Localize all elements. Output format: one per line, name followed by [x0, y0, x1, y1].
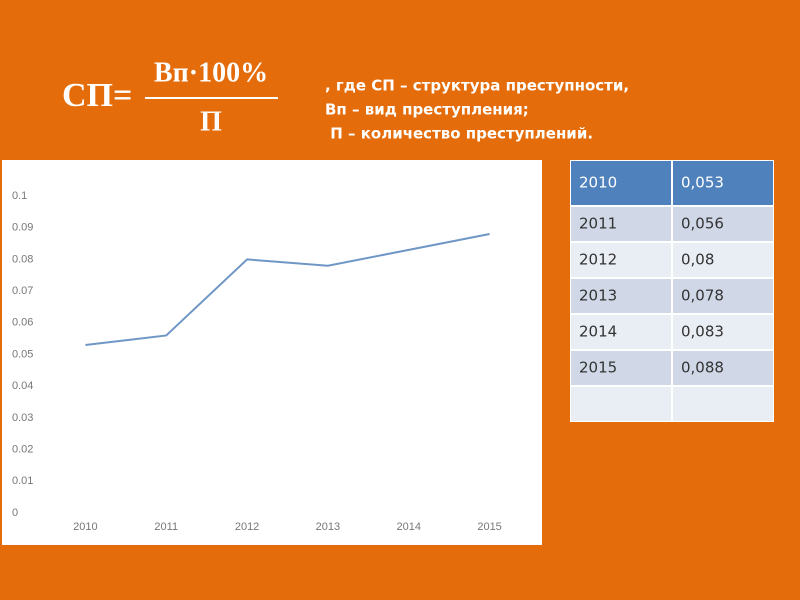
table-cell-text: 0,08: [681, 251, 714, 269]
table-cell-text: 2015: [579, 359, 617, 377]
table-cell-text: 0,083: [681, 323, 724, 341]
formula-numerator: Вп·100%: [154, 57, 268, 88]
data-line: [85, 233, 490, 346]
table-cell-text: 2012: [579, 251, 617, 269]
table-cell: [571, 315, 671, 349]
table-cell-text: 0,053: [681, 174, 724, 192]
y-tick-label: 0.01: [12, 475, 33, 487]
y-tick-label: 0.06: [12, 317, 33, 329]
table-cell: [571, 207, 671, 241]
x-tick-label: 2014: [397, 521, 421, 533]
x-tick-label: 2012: [235, 521, 259, 533]
table-cell-text: 0,078: [681, 287, 724, 305]
table-cell-text: 2011: [579, 215, 617, 233]
table-cell: [571, 279, 671, 313]
description-line: , где СП – структура преступности,: [325, 77, 629, 95]
x-tick-label: 2013: [316, 521, 340, 533]
table-cell-text: 2014: [579, 323, 617, 341]
table-cell: [571, 243, 671, 277]
x-tick-label: 2010: [73, 521, 97, 533]
table-cell: [673, 243, 773, 277]
table-cell-text: 2013: [579, 287, 617, 305]
y-tick-label: 0.03: [12, 412, 33, 424]
y-tick-label: 0: [12, 507, 18, 519]
table-cell: [673, 207, 773, 241]
table-cell: [673, 279, 773, 313]
table-cell: [673, 351, 773, 385]
table-cell: [571, 351, 671, 385]
y-tick-label: 0.04: [12, 380, 33, 392]
y-tick-label: 0.09: [12, 222, 33, 234]
table-cell: [673, 387, 773, 421]
description-line: П – количество преступлений.: [325, 125, 593, 143]
table-cell: [571, 161, 671, 205]
table-cell: [673, 315, 773, 349]
formula-denominator: П: [200, 106, 222, 137]
x-tick-label: 2011: [154, 521, 178, 533]
y-tick-label: 0.1: [12, 190, 27, 202]
table-cell-text: 2010: [579, 174, 617, 192]
y-tick-label: 0.05: [12, 348, 33, 360]
y-tick-label: 0.08: [12, 253, 33, 265]
table-cell: [673, 161, 773, 205]
x-tick-label: 2015: [477, 521, 501, 533]
chart-area: [2, 160, 542, 545]
table-cell: [571, 387, 671, 421]
table-cell-text: 0,056: [681, 215, 724, 233]
y-tick-label: 0.02: [12, 444, 33, 456]
y-tick-label: 0.07: [12, 285, 33, 297]
formula-left: СП=: [62, 77, 132, 114]
description-line: Вп – вид преступления;: [325, 101, 529, 119]
table-cell-text: 0,088: [681, 359, 724, 377]
